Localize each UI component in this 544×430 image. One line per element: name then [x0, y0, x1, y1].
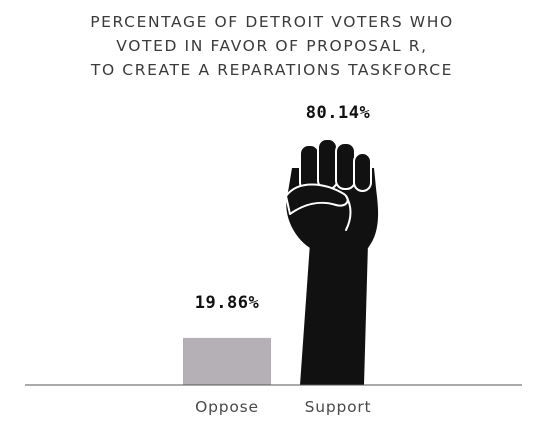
raised-fist-icon	[285, 138, 379, 248]
data-label-support: 80.14%	[306, 103, 371, 123]
bar-support	[300, 243, 368, 385]
bars	[183, 138, 379, 385]
title-line-3: TO CREATE A REPARATIONS TASKFORCE	[90, 61, 453, 79]
category-label-oppose: Oppose	[195, 398, 259, 416]
chart-title: PERCENTAGE OF DETROIT VOTERS WHO VOTED I…	[90, 13, 454, 79]
title-line-2: VOTED IN FAVOR OF PROPOSAL R,	[116, 37, 427, 55]
bar-oppose	[183, 337, 271, 385]
title-line-1: PERCENTAGE OF DETROIT VOTERS WHO	[90, 13, 454, 31]
data-label-oppose: 19.86%	[195, 293, 260, 313]
category-label-support: Support	[305, 398, 372, 416]
labels: 19.86% Oppose 80.14% Support	[195, 103, 372, 416]
